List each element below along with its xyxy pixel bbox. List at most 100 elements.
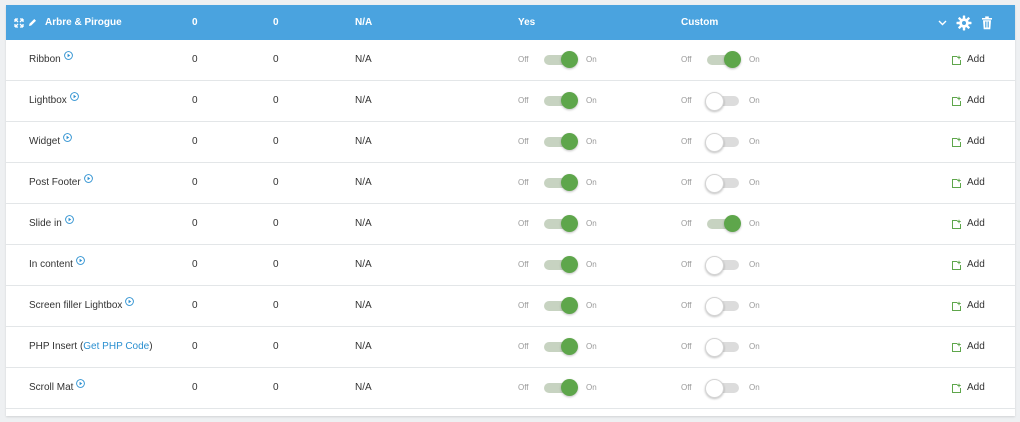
- placement-label: Ribbon: [29, 54, 61, 65]
- play-circle-icon[interactable]: [63, 38, 73, 78]
- toggle-switch[interactable]: [705, 297, 739, 316]
- expand-icon[interactable]: [14, 17, 24, 28]
- toggle-knob[interactable]: [705, 297, 724, 316]
- impressions-value: 0: [192, 382, 198, 393]
- add-button[interactable]: Add: [951, 286, 985, 326]
- add-button[interactable]: Add: [951, 204, 985, 244]
- toggle-knob[interactable]: [561, 92, 578, 109]
- add-external-icon[interactable]: [951, 96, 967, 107]
- toggle-switch[interactable]: [705, 133, 739, 152]
- toggle-knob[interactable]: [724, 51, 741, 68]
- add-button[interactable]: Add: [951, 122, 985, 162]
- add-external-icon[interactable]: [951, 178, 967, 189]
- add-external-icon[interactable]: [951, 219, 967, 230]
- add-label[interactable]: Add: [967, 95, 985, 106]
- gear-icon[interactable]: [956, 15, 972, 31]
- impressions-value: 0: [192, 177, 198, 188]
- add-external-icon[interactable]: [951, 342, 967, 353]
- toggle-knob[interactable]: [561, 215, 578, 232]
- add-label[interactable]: Add: [967, 218, 985, 229]
- add-external-icon[interactable]: [951, 55, 967, 66]
- add-label[interactable]: Add: [967, 259, 985, 270]
- toggle-switch[interactable]: [544, 379, 578, 396]
- toggle-knob[interactable]: [561, 338, 578, 355]
- yes-toggle-group: Off On: [518, 81, 597, 121]
- toggle-switch[interactable]: [707, 215, 741, 232]
- toggle-off-label: Off: [681, 383, 692, 392]
- add-button[interactable]: Add: [951, 245, 985, 285]
- trash-icon[interactable]: [981, 15, 993, 30]
- get-php-code-link[interactable]: Get PHP Code: [83, 341, 150, 352]
- toggle-switch[interactable]: [705, 256, 739, 275]
- toggle-knob[interactable]: [561, 133, 578, 150]
- toggle-knob[interactable]: [705, 338, 724, 357]
- toggle-knob[interactable]: [561, 256, 578, 273]
- toggle-switch[interactable]: [544, 133, 578, 150]
- toggle-knob[interactable]: [561, 174, 578, 191]
- toggle-knob[interactable]: [705, 256, 724, 275]
- add-label[interactable]: Add: [967, 136, 985, 147]
- play-circle-icon[interactable]: [83, 161, 93, 201]
- play-circle-icon[interactable]: [63, 120, 72, 160]
- toggle-on-label: On: [749, 301, 760, 310]
- toggle-switch[interactable]: [707, 51, 741, 68]
- play-circle-icon[interactable]: [125, 284, 135, 324]
- add-button[interactable]: Add: [951, 40, 985, 80]
- placement-rows: Ribbon 0 0 N/A Off On Off On Add Lightbox 0 0 N/A Off…: [6, 40, 1015, 409]
- toggle-switch[interactable]: [544, 297, 578, 314]
- toggle-switch[interactable]: [705, 379, 739, 398]
- pencil-icon[interactable]: [28, 18, 37, 27]
- conversions-value: 0: [273, 218, 279, 229]
- add-label[interactable]: Add: [967, 177, 985, 188]
- group-title[interactable]: Arbre & Pirogue: [45, 17, 122, 28]
- play-circle-icon[interactable]: [76, 366, 86, 406]
- conversions-value: 0: [273, 382, 279, 393]
- add-button[interactable]: Add: [951, 163, 985, 203]
- toggle-on-label: On: [749, 219, 760, 228]
- add-external-icon[interactable]: [951, 137, 967, 148]
- toggle-knob[interactable]: [561, 297, 578, 314]
- add-label[interactable]: Add: [967, 382, 985, 393]
- placement-name: Lightbox: [29, 81, 79, 121]
- custom-toggle-group: Off On: [681, 368, 760, 408]
- toggle-switch[interactable]: [544, 51, 578, 68]
- toggle-knob[interactable]: [705, 379, 724, 398]
- impressions-value: 0: [192, 136, 198, 147]
- header-actions: [929, 5, 993, 40]
- chevron-down-icon[interactable]: [938, 20, 947, 26]
- play-circle-icon[interactable]: [64, 202, 74, 242]
- add-button[interactable]: Add: [951, 327, 985, 367]
- toggle-switch[interactable]: [544, 174, 578, 191]
- play-circle-icon[interactable]: [76, 243, 85, 283]
- toggle-switch[interactable]: [544, 338, 578, 355]
- play-circle-icon[interactable]: [69, 79, 79, 119]
- add-label[interactable]: Add: [967, 54, 985, 65]
- conversions-value: 0: [273, 259, 279, 270]
- toggle-switch[interactable]: [705, 174, 739, 193]
- add-label[interactable]: Add: [967, 341, 985, 352]
- toggle-knob[interactable]: [705, 92, 724, 111]
- placement-name: In content: [29, 245, 85, 285]
- toggle-knob[interactable]: [724, 215, 741, 232]
- add-external-icon[interactable]: [951, 383, 967, 394]
- toggle-knob[interactable]: [705, 174, 724, 193]
- add-external-icon[interactable]: [951, 260, 967, 271]
- toggle-knob[interactable]: [561, 51, 578, 68]
- toggle-switch[interactable]: [705, 338, 739, 357]
- add-external-icon[interactable]: [951, 301, 967, 312]
- conversions-value: 0: [273, 300, 279, 311]
- add-button[interactable]: Add: [951, 368, 985, 408]
- toggle-switch[interactable]: [544, 215, 578, 232]
- placement-name: Post Footer: [29, 163, 93, 203]
- yes-toggle-group-inner: Off On: [518, 286, 597, 326]
- toggle-knob[interactable]: [705, 133, 724, 152]
- toggle-switch[interactable]: [705, 92, 739, 111]
- toggle-switch[interactable]: [544, 256, 578, 273]
- toggle-off-label: Off: [681, 342, 692, 351]
- toggle-on-label: On: [749, 96, 760, 105]
- add-label[interactable]: Add: [967, 300, 985, 311]
- rate-value: N/A: [355, 54, 372, 65]
- add-button[interactable]: Add: [951, 81, 985, 121]
- toggle-switch[interactable]: [544, 92, 578, 109]
- toggle-knob[interactable]: [561, 379, 578, 396]
